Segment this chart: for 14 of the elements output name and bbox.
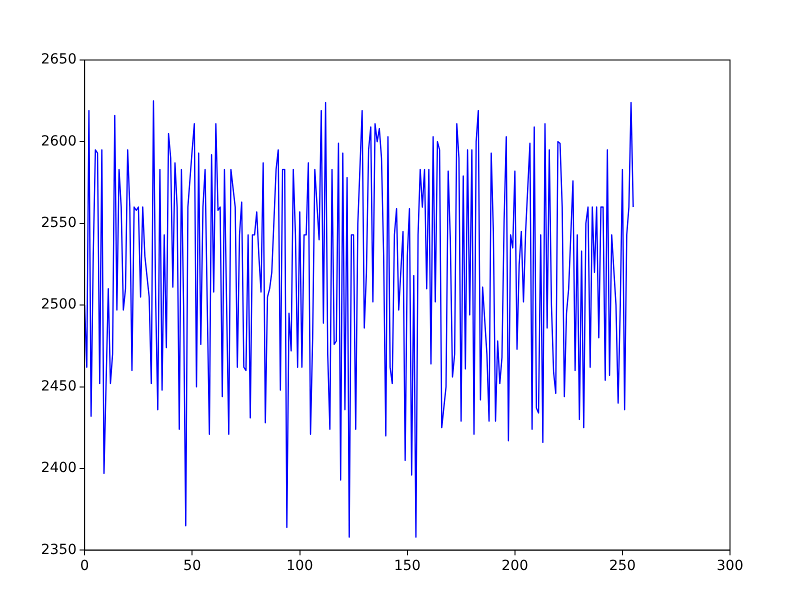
x-tick-label: 250 [609,558,636,574]
y-tick-label: 2650 [40,52,77,68]
x-tick-label: 100 [286,558,314,574]
x-tick-label: 200 [502,558,528,574]
y-tick-label: 2450 [40,378,77,394]
y-tick-label: 2600 [40,133,77,150]
y-tick-label: 2500 [40,296,77,313]
y-tick-label: 2400 [40,460,77,476]
y-tick-label: 2550 [40,215,77,232]
x-tick-label: 150 [394,558,421,574]
x-tick-label: 300 [716,558,744,574]
y-tick-label: 2350 [40,542,77,558]
x-tick-label: 0 [80,558,90,574]
x-tick-label: 50 [183,558,202,574]
